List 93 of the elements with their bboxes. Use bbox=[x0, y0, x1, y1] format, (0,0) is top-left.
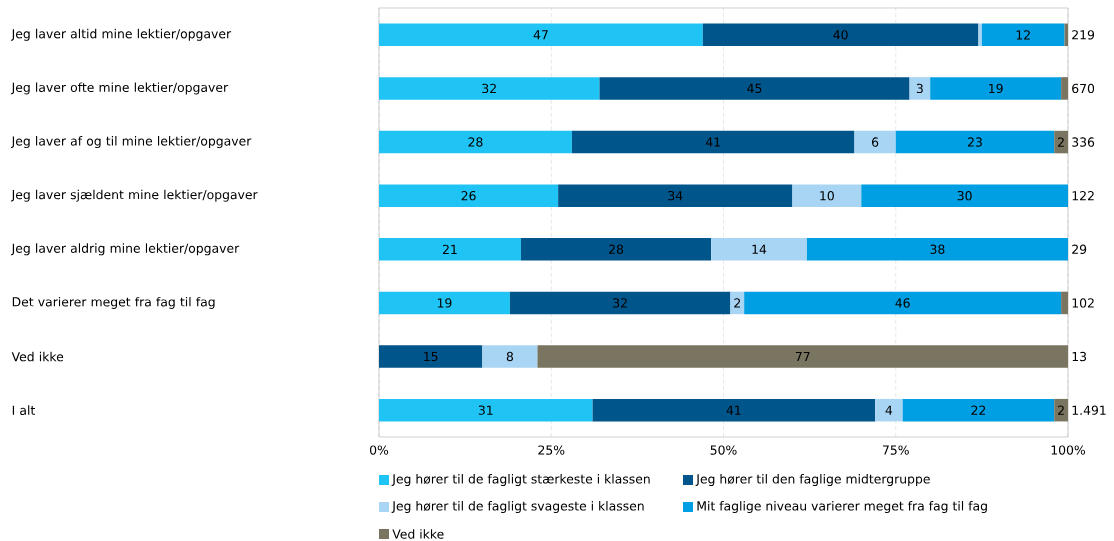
data-label: 32 bbox=[613, 298, 627, 308]
bar bbox=[379, 291, 510, 315]
bar bbox=[711, 238, 807, 261]
text: 336 bbox=[1072, 137, 1095, 147]
data-label: 23 bbox=[967, 137, 982, 147]
text: 219 bbox=[1072, 30, 1095, 40]
bar bbox=[702, 23, 979, 47]
text: 670 bbox=[1072, 83, 1095, 94]
data-label: 32 bbox=[482, 83, 496, 94]
bar bbox=[806, 238, 1068, 261]
text: 1.491 bbox=[1072, 405, 1106, 415]
bar bbox=[379, 77, 600, 100]
data-label: 28 bbox=[609, 244, 624, 254]
data-label: 10 bbox=[820, 190, 834, 201]
data-label: 4 bbox=[885, 405, 893, 415]
data-label: 28 bbox=[468, 137, 483, 147]
data-label: 38 bbox=[930, 244, 945, 254]
data-label: 2 bbox=[734, 298, 740, 308]
x-tick-label: 50% bbox=[710, 445, 737, 455]
y-tick-label: Det varierer meget fra fag til fag bbox=[12, 296, 215, 309]
y-tick-label: Jeg laver af og til mine lektier/opgaver bbox=[10, 136, 252, 149]
y-tick-label: Ved ikke bbox=[11, 351, 64, 362]
text: 122 bbox=[1072, 191, 1094, 201]
x-tick-label: 100% bbox=[1051, 445, 1086, 455]
bar bbox=[379, 345, 483, 368]
x-tick-label: 75% bbox=[882, 445, 909, 455]
legend-label: Jeg hører til de fagligt svageste i klassen bbox=[391, 500, 644, 513]
data-label: 2 bbox=[1058, 137, 1064, 147]
data-label: 19 bbox=[989, 83, 1003, 94]
y-tick-label: Jeg laver ofte mine lektier/opgaver bbox=[10, 82, 229, 95]
bar bbox=[854, 130, 896, 154]
bar bbox=[509, 291, 731, 315]
data-label: 22 bbox=[971, 405, 986, 415]
data-label: 30 bbox=[957, 190, 972, 201]
bar bbox=[379, 130, 572, 154]
y-tick-label: Jeg laver aldrig mine lektier/opgaver bbox=[10, 243, 240, 256]
bar bbox=[1054, 130, 1068, 154]
y-tick-label: Jeg laver altid mine lektier/opgaver bbox=[10, 28, 232, 41]
data-label: 26 bbox=[461, 190, 476, 201]
legend-label: Mit faglige niveau varierer meget fra fag til fag bbox=[697, 500, 987, 513]
data-label: 6 bbox=[871, 137, 879, 147]
bar bbox=[861, 184, 1068, 207]
y-tick-label: Jeg laver sjældent mine lektier/opgaver bbox=[10, 189, 258, 202]
data-label: 40 bbox=[833, 30, 848, 40]
bar bbox=[978, 23, 982, 47]
bar bbox=[379, 184, 559, 207]
bar bbox=[895, 130, 1055, 154]
bar bbox=[537, 345, 1068, 368]
data-label: 41 bbox=[726, 405, 741, 415]
data-label: 2 bbox=[1058, 405, 1064, 415]
bar bbox=[744, 291, 1062, 315]
data-label: 14 bbox=[752, 244, 767, 254]
bar bbox=[592, 398, 876, 422]
data-label: 45 bbox=[747, 83, 762, 94]
y-tick-label: I alt bbox=[12, 405, 35, 415]
legend-label: Jeg hører til de fagligt stærkeste i klassen bbox=[391, 473, 650, 486]
text: 29 bbox=[1072, 244, 1087, 254]
legend-label: Ved ikke bbox=[392, 529, 444, 539]
data-label: 3 bbox=[916, 83, 923, 94]
text: 13 bbox=[1072, 351, 1087, 362]
bar bbox=[520, 238, 712, 261]
bar bbox=[875, 398, 903, 422]
data-label: 34 bbox=[668, 190, 683, 201]
data-label: 12 bbox=[1016, 30, 1030, 40]
bar bbox=[909, 77, 931, 100]
x-tick-label: 25% bbox=[538, 445, 565, 455]
legend-label: Jeg hører til den faglige midtergruppe bbox=[695, 473, 930, 486]
bar bbox=[792, 184, 862, 207]
bar bbox=[730, 291, 745, 315]
data-label: 15 bbox=[424, 351, 438, 362]
bar bbox=[558, 184, 793, 207]
bar bbox=[1061, 77, 1068, 100]
bar bbox=[599, 77, 910, 100]
bar bbox=[571, 130, 855, 154]
data-label: 46 bbox=[895, 298, 910, 308]
bar bbox=[379, 238, 521, 261]
data-label: 19 bbox=[437, 298, 452, 308]
data-label: 8 bbox=[506, 351, 514, 362]
bar bbox=[379, 398, 593, 422]
bar bbox=[482, 345, 538, 368]
bar bbox=[1054, 398, 1068, 422]
data-label: 77 bbox=[795, 352, 810, 362]
bar bbox=[930, 77, 1062, 100]
bar bbox=[981, 23, 1065, 47]
data-label: 47 bbox=[533, 30, 548, 40]
data-label: 31 bbox=[478, 405, 493, 415]
bar bbox=[1061, 291, 1068, 315]
text: 102 bbox=[1072, 298, 1094, 308]
bar bbox=[379, 23, 703, 47]
x-tick-label: 0% bbox=[369, 445, 389, 455]
data-label: 41 bbox=[705, 137, 720, 147]
data-label: 21 bbox=[442, 244, 457, 254]
bar bbox=[902, 398, 1055, 422]
